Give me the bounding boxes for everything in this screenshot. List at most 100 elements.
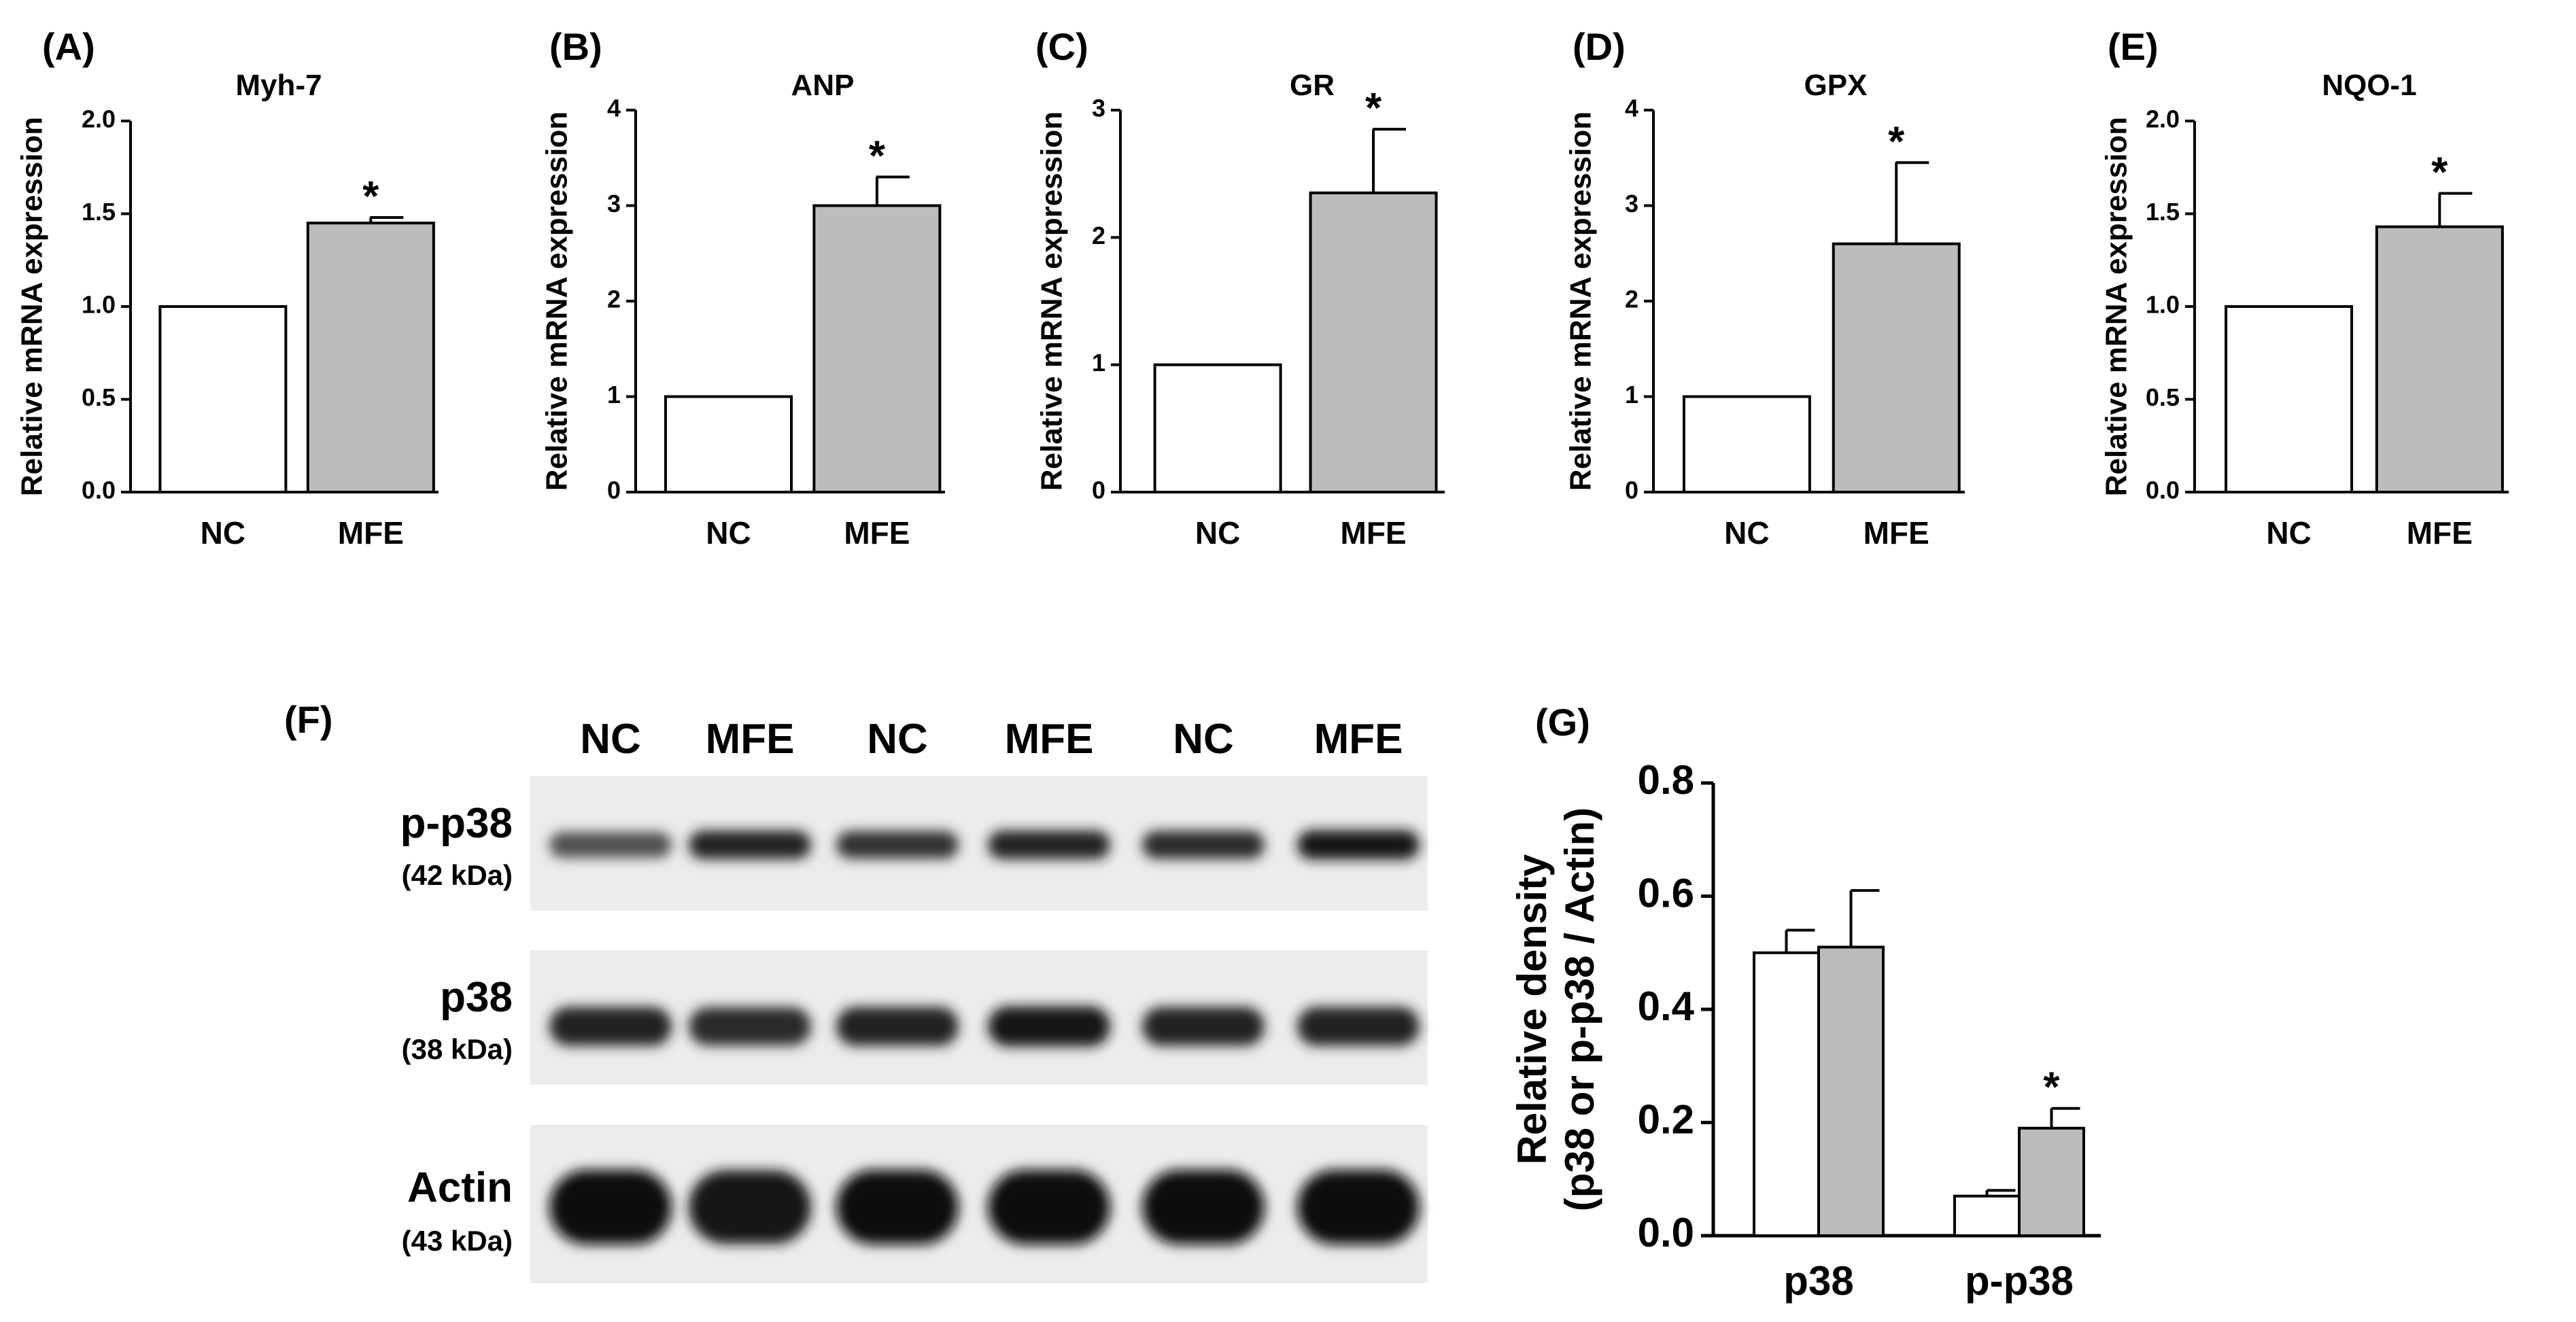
x-tick-label: MFE	[2407, 515, 2473, 551]
y-tick-label: 3	[607, 190, 621, 218]
blot-row-name: p38	[440, 974, 513, 1021]
x-tick-label: MFE	[338, 515, 404, 551]
y-tick-label: 0	[1625, 476, 1638, 504]
x-tick-label: NC	[1724, 515, 1769, 551]
panel-d: (D) GPX Relative mRNA expression 0 1 2 3 4 NC * MF…	[1564, 25, 1965, 551]
panel-a: (A) Myh-7 Relative mRNA expression 0.0 0.5 1.…	[16, 25, 439, 551]
panel-f: (F) NC MFE NC MFE NC MFE p-p38 (42 kDa) p38 (38 kD…	[284, 698, 1428, 1283]
blot-band	[1297, 1170, 1420, 1245]
y-tick-label: 2	[1092, 222, 1105, 249]
blot-row-kda: (43 kDa)	[402, 1225, 513, 1257]
y-tick-label: 0.5	[82, 383, 116, 411]
bar-p-p38-series2	[2018, 1126, 2085, 1237]
x-tick-label: NC	[2266, 515, 2311, 551]
y-axis-title: Relative mRNA expression	[540, 111, 574, 491]
panel-g: (G) Relative density (p38 or p-p38 / Actin…	[1509, 701, 2101, 1304]
significance-marker: *	[2043, 1064, 2060, 1111]
y-tick-label: 0.2	[1638, 1096, 1694, 1142]
y-tick-label: 0	[607, 476, 621, 504]
y-axis-title: Relative mRNA expression	[1035, 111, 1069, 491]
blot-membrane	[530, 776, 1428, 911]
bar-mfe	[306, 222, 435, 493]
bar-p38-series1	[1753, 951, 1820, 1237]
y-tick-label: 0	[1092, 476, 1105, 504]
blot-row-name: p-p38	[400, 800, 513, 847]
bar-nc	[1153, 363, 1282, 494]
panel-b: (B) ANP Relative mRNA expression 0 1 2 3 4 NC * MF…	[540, 25, 945, 551]
blot-band	[689, 830, 811, 860]
significance-marker: *	[1365, 85, 1382, 132]
panel-title: Myh-7	[235, 69, 322, 102]
panel-label: (C)	[1035, 25, 1088, 68]
y-tick-label: 2.0	[82, 105, 116, 133]
x-tick-label: NC	[1195, 515, 1240, 551]
blot-band	[836, 1007, 959, 1046]
bar-mfe	[2375, 225, 2504, 493]
blot-band	[1142, 831, 1265, 859]
x-tick-label: MFE	[1341, 515, 1407, 551]
blot-band	[689, 1007, 811, 1046]
x-tick-label: p-p38	[1965, 1258, 2074, 1304]
y-axis-title-line1: Relative density	[1509, 854, 1555, 1164]
significance-marker: *	[1888, 118, 1905, 165]
blot-band	[836, 831, 959, 859]
blot-band	[988, 1170, 1110, 1245]
bar-mfe	[812, 204, 942, 493]
x-tick-label: MFE	[844, 515, 910, 551]
blot-band	[549, 1170, 672, 1245]
blot-band	[549, 1007, 672, 1046]
x-tick-label: p38	[1783, 1258, 1853, 1304]
y-tick-label: 3	[1092, 94, 1105, 122]
panel-c: (C) GR Relative mRNA expression 0 1 2 3 NC * MFE	[1035, 25, 1445, 551]
blot-row-kda: (42 kDa)	[402, 859, 513, 891]
y-tick-label: 0.0	[1638, 1210, 1694, 1255]
panel-title: NQO-1	[2322, 69, 2416, 102]
panel-label: (B)	[549, 25, 602, 68]
x-tick-label: NC	[201, 515, 245, 551]
bar-mfe	[1309, 191, 1438, 493]
lane-label: NC	[580, 716, 641, 763]
blot-band	[988, 1006, 1110, 1047]
panel-label: (G)	[1535, 701, 1590, 744]
bar-nc	[664, 395, 793, 493]
lane-label: MFE	[1314, 716, 1403, 763]
blot-row-name: Actin	[407, 1164, 513, 1211]
panel-label: (D)	[1573, 25, 1626, 68]
y-tick-label: 1.0	[2146, 291, 2180, 319]
blot-membrane	[530, 1125, 1428, 1283]
y-axis-title-line2: (p38 or p-p38 / Actin)	[1557, 807, 1602, 1212]
y-tick-label: 1.5	[82, 198, 116, 226]
y-tick-label: 1	[1625, 381, 1638, 408]
lane-label: MFE	[1005, 716, 1094, 763]
y-tick-label: 1.0	[82, 291, 116, 319]
bar-nc	[158, 305, 288, 493]
y-tick-label: 2	[607, 285, 621, 313]
blot-band	[836, 1170, 959, 1245]
panel-label: (A)	[42, 25, 95, 68]
y-tick-label: 1	[1092, 349, 1105, 377]
blot-band	[1142, 1170, 1265, 1245]
lane-label: MFE	[706, 716, 795, 763]
y-axis-title: Relative mRNA expression	[1564, 111, 1598, 491]
y-tick-label: 0.6	[1638, 870, 1694, 916]
y-tick-label: 0.0	[82, 476, 116, 504]
y-tick-label: 1.5	[2146, 198, 2180, 226]
y-tick-label: 3	[1625, 190, 1638, 218]
y-tick-label: 0.5	[2146, 383, 2180, 411]
blot-band	[1297, 830, 1420, 860]
significance-marker: *	[869, 133, 886, 179]
significance-marker: *	[362, 173, 379, 220]
x-tick-label: NC	[706, 515, 751, 551]
bar-p38-series2	[1817, 945, 1885, 1238]
blot-band	[988, 830, 1110, 860]
blot-membrane	[530, 950, 1428, 1085]
y-tick-label: 1	[607, 381, 621, 408]
blot-band	[1142, 1007, 1265, 1046]
significance-marker: *	[2431, 149, 2448, 196]
y-axis-title: Relative mRNA expression	[16, 117, 49, 496]
blot-band	[1297, 1007, 1420, 1046]
lane-label: NC	[867, 716, 928, 763]
y-tick-label: 2.0	[2146, 105, 2180, 133]
